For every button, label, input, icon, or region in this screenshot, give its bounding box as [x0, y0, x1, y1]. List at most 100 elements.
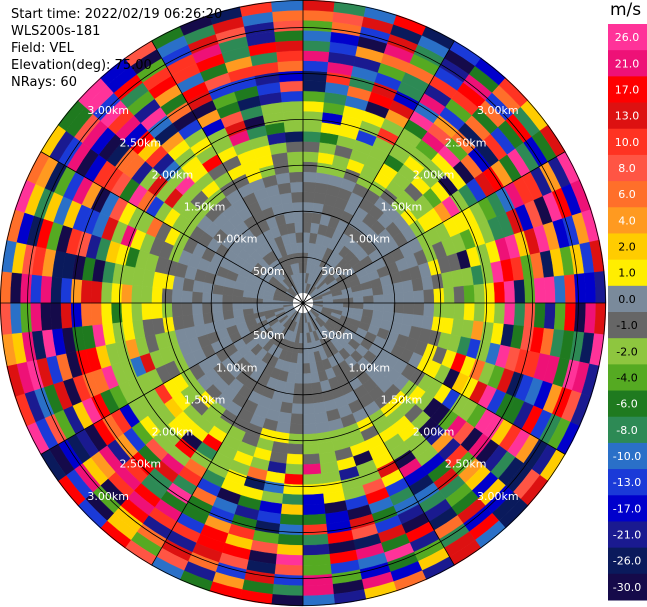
velocity-cell: [277, 60, 304, 73]
ring-label: 2.50km: [445, 136, 487, 149]
velocity-cell: [191, 291, 203, 304]
velocity-cell: [70, 302, 83, 328]
colorbar-unit: m/s: [610, 0, 642, 20]
ring-label: 1.00km: [348, 361, 390, 374]
colorbar-tick-label: -30.0: [613, 581, 641, 594]
velocity-cell: [503, 280, 516, 304]
colorbar-swatch: [608, 285, 647, 313]
colorbar-swatch: [608, 469, 647, 496]
colorbar-tick-label: 10.0: [615, 136, 640, 149]
colorbar-tick-label: 26.0: [615, 31, 640, 44]
velocity-cell: [272, 584, 304, 597]
ring-label: 1.50km: [184, 393, 226, 406]
velocity-cell: [273, 573, 304, 587]
velocity-cell: [302, 383, 313, 395]
colorbar-swatch: [608, 233, 647, 261]
velocity-cell: [352, 296, 364, 304]
velocity-cell: [151, 302, 163, 320]
colorbar-swatch: [608, 416, 647, 444]
velocity-cell: [493, 281, 506, 304]
velocity-cell: [302, 90, 326, 103]
colorbar-swatch: [608, 364, 647, 392]
colorbar: 26.0 21.0 17.0 13.0 10.0 8.0 6.0 4.0 2.0 1.0 0.0 -1…: [608, 24, 647, 601]
velocity-cell: [70, 278, 83, 304]
velocity-cell: [276, 543, 304, 556]
velocity-cell: [161, 302, 173, 319]
azimuth-spoke: [302, 40, 455, 304]
velocity-cell: [90, 280, 103, 304]
velocity-cell: [302, 423, 317, 435]
velocity-cell: [302, 60, 329, 73]
velocity-cell: [443, 302, 455, 320]
colorbar-swatch: [608, 338, 647, 365]
velocity-cell: [302, 433, 319, 445]
azimuth-spoke: [302, 302, 455, 566]
velocity-cell: [232, 302, 243, 311]
velocity-cell: [289, 171, 304, 183]
nrays-label: NRays: 60: [11, 75, 77, 90]
velocity-cell: [275, 40, 304, 53]
velocity-cell: [302, 363, 311, 374]
velocity-cell: [221, 294, 233, 304]
velocity-cell: [533, 302, 546, 329]
colorbar-swatch: [608, 76, 647, 104]
ring-label: 500m: [253, 265, 285, 278]
velocity-cell: [284, 463, 304, 475]
velocity-cell: [286, 443, 304, 455]
start-time-label: Start time: 2022/02/19 06:26:20: [11, 7, 223, 22]
velocity-cell: [302, 211, 313, 223]
velocity-cell: [302, 563, 332, 576]
colorbar-tick-label: 8.0: [618, 162, 636, 175]
velocity-cell: [302, 19, 333, 33]
velocity-cell: [302, 573, 333, 587]
colorbar-tick-label: 21.0: [615, 57, 640, 70]
velocity-cell: [272, 9, 304, 22]
velocity-cell: [290, 413, 304, 425]
velocity-cell: [302, 181, 316, 193]
azimuth-spoke: [40, 151, 304, 304]
velocity-cell: [433, 287, 445, 304]
colorbar-tick-label: 4.0: [618, 214, 636, 227]
velocity-cell: [513, 302, 526, 327]
velocity-cell: [181, 290, 193, 304]
velocity-cell: [302, 503, 326, 516]
velocity-cell: [151, 286, 163, 304]
plot-info: Start time: 2022/02/19 06:26:20 WLS200s-…: [11, 6, 222, 91]
colorbar-swatch: [608, 128, 647, 156]
velocity-cell: [302, 403, 315, 415]
velocity-cell: [314, 182, 329, 195]
velocity-cell: [50, 302, 63, 330]
velocity-cell: [553, 275, 566, 304]
velocity-cell: [463, 302, 475, 322]
velocity-cell: [278, 523, 304, 536]
velocity-cell: [463, 284, 475, 304]
velocity-cell: [401, 279, 414, 293]
colorbar-tick-label: -1.0: [616, 319, 637, 332]
velocity-cell: [281, 100, 304, 113]
velocity-cell: [283, 473, 304, 486]
velocity-cell: [30, 274, 43, 304]
velocity-cell: [291, 403, 304, 415]
velocity-cell: [302, 513, 327, 526]
velocity-cell: [192, 313, 205, 327]
velocity-cell: [302, 221, 312, 233]
ring-label: 2.00km: [413, 426, 455, 439]
velocity-cell: [40, 275, 53, 304]
ring-label: 2.50km: [120, 458, 162, 471]
velocity-cell: [50, 276, 63, 304]
ring-label: 2.50km: [445, 458, 487, 471]
velocity-cell: [373, 294, 385, 304]
velocity-cell: [278, 70, 304, 83]
ring-label: 3.00km: [477, 104, 519, 117]
velocity-cell: [290, 181, 304, 193]
velocity-cell: [302, 30, 332, 43]
velocity-cell: [503, 302, 516, 326]
colorbar-swatch: [608, 181, 647, 208]
velocity-cell: [302, 70, 328, 83]
velocity-cell: [314, 411, 329, 424]
velocity-cell: [277, 411, 292, 424]
velocity-cell: [291, 191, 304, 203]
velocity-cell: [584, 302, 597, 334]
velocity-cell: [302, 80, 327, 93]
